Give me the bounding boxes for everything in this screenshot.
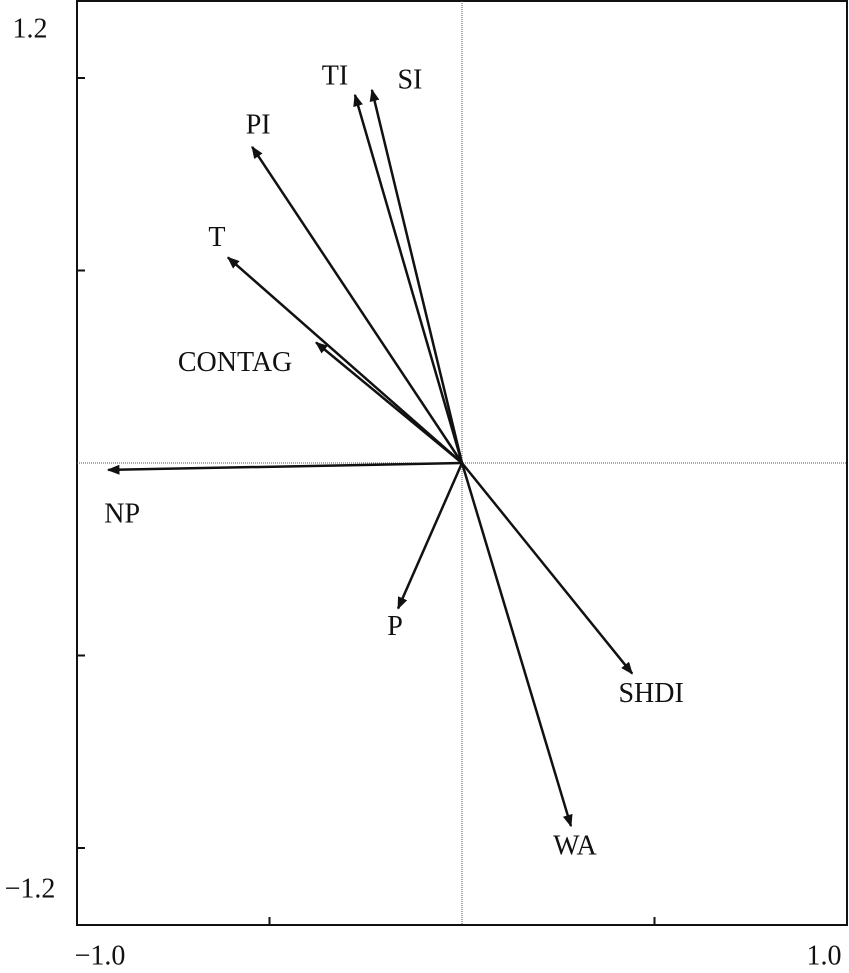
y-tick-label: 1.2	[13, 13, 48, 44]
y-tick-label: −1.2	[5, 873, 56, 904]
x-tick-label: −1.0	[75, 940, 126, 971]
vector-arrow	[251, 145, 464, 464]
vector-arrow	[315, 341, 463, 464]
vector-label: NP	[104, 498, 140, 529]
vector-arrow	[226, 256, 463, 464]
vector-arrow	[369, 88, 464, 464]
vector-label: CONTAG	[178, 347, 292, 378]
vector-label: SI	[397, 64, 422, 95]
vector-label: TI	[322, 60, 348, 91]
vector-arrow	[460, 462, 573, 828]
vector-label: SHDI	[618, 678, 683, 709]
vector-label: PI	[246, 109, 271, 140]
x-tick-label: 1.0	[807, 940, 842, 971]
vector-arrow	[396, 462, 464, 610]
vector-arrow	[353, 93, 464, 464]
vector-arrow	[106, 461, 463, 475]
vector-label: P	[387, 611, 403, 642]
vector-label: T	[208, 222, 225, 253]
vector-label: WA	[553, 830, 597, 861]
vector-arrow	[461, 462, 634, 675]
